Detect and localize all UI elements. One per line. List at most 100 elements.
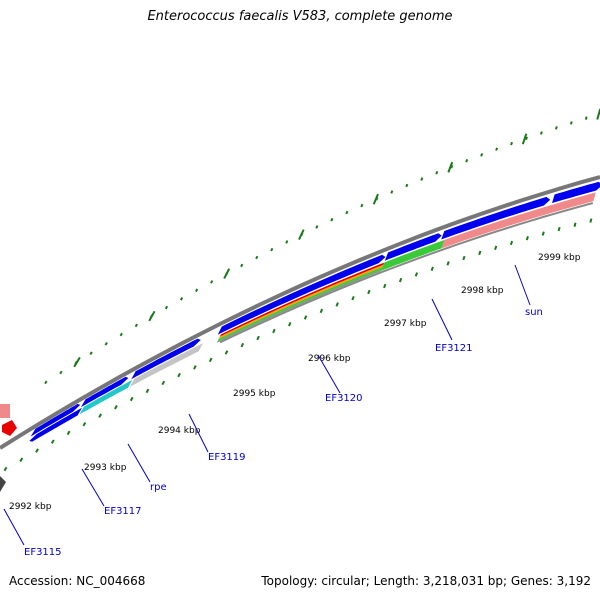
tick-mark-outer <box>44 380 48 385</box>
cog-marker-red <box>2 420 17 436</box>
tick-mark-outer <box>255 255 259 260</box>
gene-label-ef3117[interactable]: EF3117 <box>104 506 142 517</box>
backbone-line <box>0 175 600 450</box>
tick-mark-inner <box>161 380 166 386</box>
tick-mark-outer <box>330 217 334 222</box>
scale-label-2992: 2992 kbp <box>9 502 52 512</box>
leader-sun <box>514 264 531 306</box>
tick-mark-outer <box>435 171 439 175</box>
tick-mark-outer <box>240 263 244 268</box>
tick-mark-outer <box>104 342 108 346</box>
tick-mark-inner <box>129 396 134 402</box>
tick-mark-inner <box>319 308 324 314</box>
tick-mark-inner <box>589 218 593 223</box>
feature-tracks <box>0 181 600 492</box>
gene-label-sun[interactable]: sun <box>525 307 543 318</box>
tick-mark-inner <box>256 335 260 341</box>
cog-stripe <box>218 264 384 339</box>
cds-edge-dark <box>0 476 6 492</box>
tick-mark-inner <box>19 457 24 462</box>
tick-mark-major <box>298 229 305 241</box>
tick-mark-major <box>223 268 231 279</box>
tick-mark-inner <box>193 365 197 370</box>
tick-mark-outer <box>285 240 289 244</box>
tick-mark-inner <box>303 315 308 320</box>
cds-arrow-forward <box>552 181 600 204</box>
tick-mark-inner <box>98 413 102 418</box>
tick-mark-outer <box>420 177 424 181</box>
leader-ef3115 <box>3 508 25 546</box>
scale-label-2996: 2996 kbp <box>308 354 351 364</box>
cds-arrow-forward <box>384 233 442 261</box>
cds-arrow-forward <box>217 254 386 335</box>
leader-ef3120 <box>317 354 341 394</box>
tick-mark-outer <box>525 136 528 140</box>
tick-mark-outer <box>495 147 499 151</box>
tick-mark-outer <box>134 323 138 328</box>
tick-mark-inner <box>541 231 545 236</box>
topology-summary: Topology: circular; Length: 3,218,031 bp… <box>261 574 591 588</box>
scale-label-2994: 2994 kbp <box>158 426 201 436</box>
leader-ef3121 <box>431 298 453 341</box>
tick-mark-inner <box>272 328 276 334</box>
tick-mark-outer <box>360 203 364 208</box>
tick-mark-outer <box>345 210 349 215</box>
cds-arrow-forward <box>30 403 81 437</box>
tick-mark-outer <box>554 126 558 130</box>
tick-mark-outer <box>119 332 123 337</box>
tick-mark-major <box>447 161 454 173</box>
tick-marks <box>3 108 600 472</box>
scale-label-2995: 2995 kbp <box>233 389 276 399</box>
tick-mark-inner <box>462 255 466 261</box>
gene-label-ef3119[interactable]: EF3119 <box>208 452 246 463</box>
cds-arrow-forward <box>441 196 551 240</box>
tick-mark-major <box>521 133 528 145</box>
tick-mark-inner <box>398 277 403 283</box>
tick-mark-outer <box>390 190 394 194</box>
tick-mark-inner <box>208 357 213 363</box>
tick-mark-outer <box>584 116 588 120</box>
cog-band-pink <box>441 192 596 249</box>
tick-mark-outer <box>465 158 469 163</box>
cog-stripe <box>217 267 383 342</box>
gene-label-ef3120[interactable]: EF3120 <box>325 393 363 404</box>
tick-mark-inner <box>3 466 8 472</box>
tick-mark-inner <box>35 448 39 453</box>
map-title: Enterococcus faecalis V583, complete gen… <box>147 9 453 24</box>
tick-mark-inner <box>414 272 419 277</box>
tick-mark-major <box>148 310 156 322</box>
tick-mark-outer <box>480 153 484 157</box>
leader-ef3119 <box>188 413 209 453</box>
cog-band-pink-left <box>0 404 10 418</box>
cog-stripe <box>216 269 382 343</box>
scale-label-2998: 2998 kbp <box>461 286 504 296</box>
cog-band-green <box>380 239 445 271</box>
tick-mark-inner <box>557 226 561 232</box>
gene-labels: EF3115 EF3117 rpe EF3119 EF3120 EF3121 s… <box>3 264 543 558</box>
cds-arrow-forward <box>81 376 129 408</box>
backbone <box>0 175 600 450</box>
cog-stripe <box>219 262 385 337</box>
tick-mark-inner <box>66 430 71 436</box>
tick-mark-inner <box>351 295 355 301</box>
tick-mark-inner <box>383 283 387 289</box>
tick-mark-outer <box>89 351 93 356</box>
tick-mark-outer <box>540 131 543 135</box>
gene-label-rpe[interactable]: rpe <box>150 482 167 493</box>
tick-mark-outer <box>569 121 573 125</box>
gene-label-ef3121[interactable]: EF3121 <box>435 343 473 354</box>
leader-rpe <box>127 443 151 483</box>
tick-mark-inner <box>145 388 150 394</box>
tick-mark-inner <box>367 289 371 295</box>
tick-mark-outer <box>164 305 169 310</box>
tick-mark-inner <box>430 266 434 272</box>
gene-label-ef3115[interactable]: EF3115 <box>24 547 62 558</box>
tick-mark-inner <box>224 350 229 355</box>
tick-mark-inner <box>446 261 450 266</box>
cog-band-cyan <box>79 379 133 415</box>
leader-ef3117 <box>81 468 105 507</box>
tick-mark-outer <box>510 141 513 146</box>
tick-mark-outer <box>195 288 199 293</box>
tick-mark-outer <box>59 370 63 375</box>
